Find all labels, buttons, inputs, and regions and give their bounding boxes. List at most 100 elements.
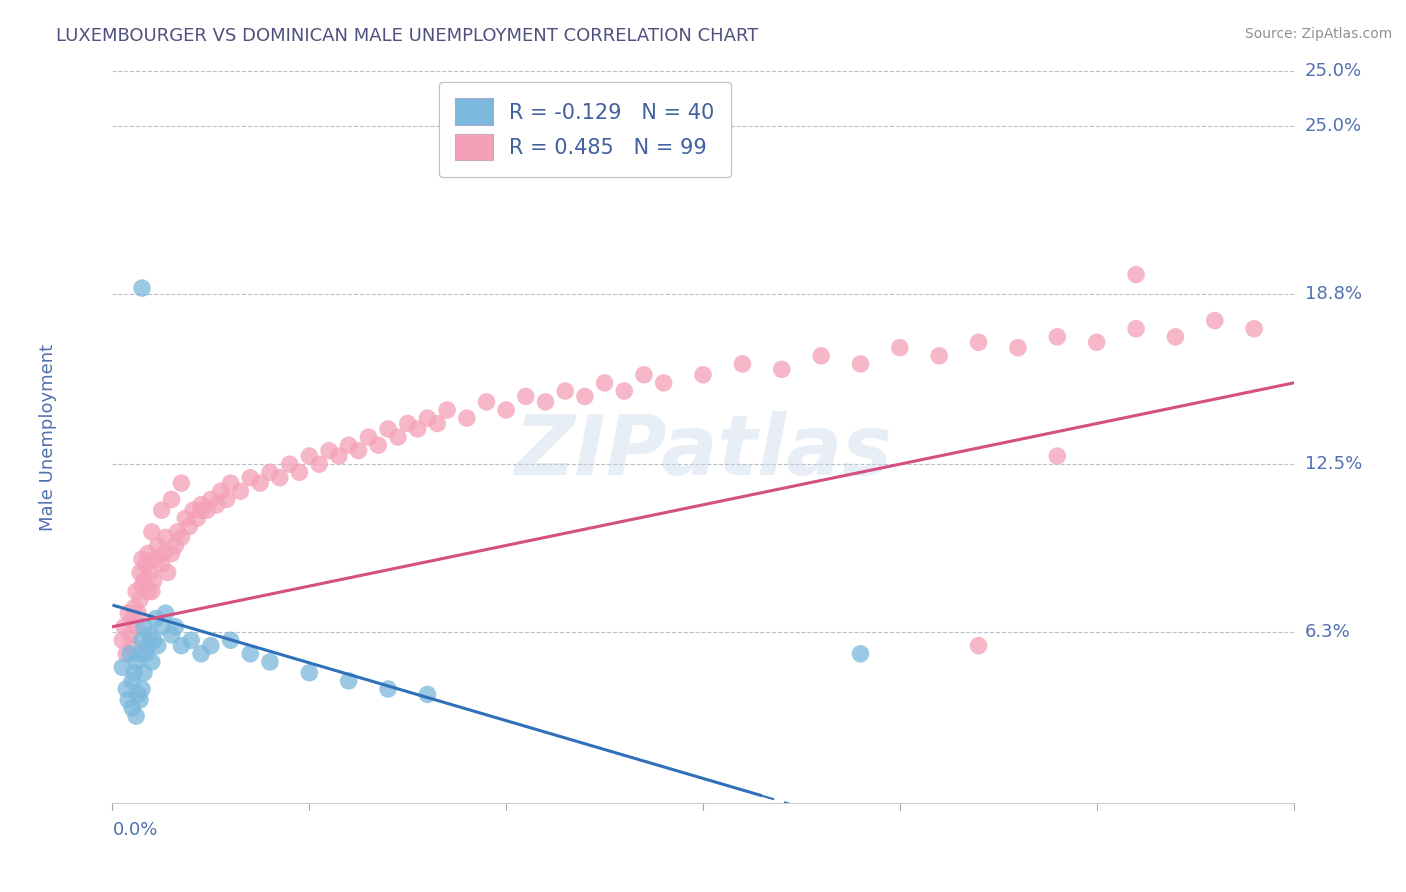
Point bbox=[166, 524, 188, 539]
Point bbox=[122, 600, 145, 615]
Point bbox=[125, 584, 148, 599]
Point bbox=[111, 633, 134, 648]
Point bbox=[127, 688, 149, 702]
Point bbox=[1046, 330, 1069, 344]
Point bbox=[357, 430, 380, 444]
Point bbox=[328, 449, 350, 463]
Text: 25.0%: 25.0% bbox=[1305, 62, 1362, 80]
Point bbox=[406, 422, 429, 436]
Point bbox=[131, 552, 153, 566]
Point bbox=[150, 503, 173, 517]
Point bbox=[145, 552, 167, 566]
Point bbox=[308, 457, 330, 471]
Point bbox=[120, 647, 142, 661]
Point bbox=[215, 492, 238, 507]
Point bbox=[967, 639, 990, 653]
Point bbox=[190, 503, 212, 517]
Point bbox=[150, 558, 173, 572]
Point bbox=[122, 665, 145, 680]
Point bbox=[396, 417, 419, 431]
Point bbox=[190, 647, 212, 661]
Point bbox=[136, 639, 159, 653]
Point bbox=[205, 498, 228, 512]
Point bbox=[190, 498, 212, 512]
Point bbox=[120, 628, 142, 642]
Point bbox=[117, 693, 139, 707]
Point bbox=[152, 547, 174, 561]
Point bbox=[160, 547, 183, 561]
Point bbox=[426, 417, 449, 431]
Point bbox=[170, 639, 193, 653]
Point bbox=[239, 471, 262, 485]
Point bbox=[1164, 330, 1187, 344]
Point bbox=[337, 438, 360, 452]
Point bbox=[574, 389, 596, 403]
Point bbox=[146, 538, 169, 552]
Point bbox=[219, 476, 242, 491]
Point bbox=[165, 620, 187, 634]
Point bbox=[150, 620, 173, 634]
Text: 6.3%: 6.3% bbox=[1305, 624, 1350, 641]
Point bbox=[1204, 313, 1226, 327]
Point bbox=[129, 566, 152, 580]
Point bbox=[160, 492, 183, 507]
Point bbox=[125, 655, 148, 669]
Point bbox=[219, 633, 242, 648]
Point bbox=[156, 566, 179, 580]
Point bbox=[554, 384, 576, 398]
Text: 0.0%: 0.0% bbox=[112, 821, 157, 839]
Point bbox=[1243, 322, 1265, 336]
Point bbox=[249, 476, 271, 491]
Point bbox=[200, 639, 222, 653]
Point bbox=[770, 362, 793, 376]
Point bbox=[377, 422, 399, 436]
Point bbox=[1085, 335, 1108, 350]
Point bbox=[436, 403, 458, 417]
Text: ZIPatlas: ZIPatlas bbox=[515, 411, 891, 492]
Point bbox=[146, 639, 169, 653]
Point bbox=[155, 606, 177, 620]
Point bbox=[849, 647, 872, 661]
Point bbox=[195, 503, 218, 517]
Point bbox=[139, 566, 162, 580]
Point bbox=[593, 376, 616, 390]
Point bbox=[652, 376, 675, 390]
Point bbox=[132, 620, 155, 634]
Point bbox=[229, 484, 252, 499]
Point bbox=[1125, 268, 1147, 282]
Point bbox=[131, 681, 153, 696]
Point bbox=[125, 709, 148, 723]
Point bbox=[1125, 322, 1147, 336]
Point bbox=[200, 492, 222, 507]
Point bbox=[117, 606, 139, 620]
Point bbox=[136, 547, 159, 561]
Point bbox=[141, 655, 163, 669]
Point bbox=[179, 519, 201, 533]
Point bbox=[135, 647, 157, 661]
Point bbox=[377, 681, 399, 696]
Point bbox=[121, 639, 143, 653]
Point bbox=[209, 484, 232, 499]
Point bbox=[928, 349, 950, 363]
Text: 12.5%: 12.5% bbox=[1305, 455, 1362, 473]
Point bbox=[239, 647, 262, 661]
Point bbox=[298, 449, 321, 463]
Point bbox=[337, 673, 360, 688]
Point bbox=[967, 335, 990, 350]
Point bbox=[115, 681, 138, 696]
Point bbox=[180, 633, 202, 648]
Point bbox=[186, 511, 208, 525]
Point bbox=[112, 620, 135, 634]
Text: Male Unemployment: Male Unemployment bbox=[38, 343, 56, 531]
Point bbox=[142, 633, 165, 648]
Point bbox=[456, 411, 478, 425]
Point bbox=[534, 395, 557, 409]
Point bbox=[132, 665, 155, 680]
Point bbox=[416, 411, 439, 425]
Point bbox=[613, 384, 636, 398]
Point bbox=[125, 620, 148, 634]
Point bbox=[495, 403, 517, 417]
Point bbox=[121, 701, 143, 715]
Point bbox=[475, 395, 498, 409]
Text: 25.0%: 25.0% bbox=[1305, 117, 1362, 135]
